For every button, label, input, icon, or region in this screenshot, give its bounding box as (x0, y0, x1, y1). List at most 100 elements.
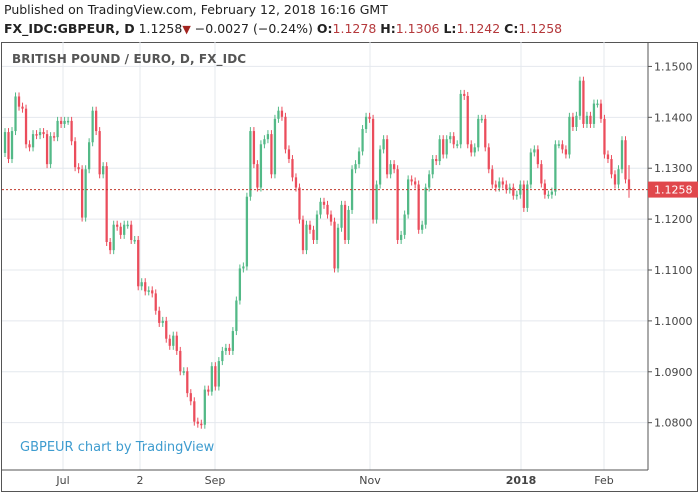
candle-body (596, 103, 599, 106)
candle-body (347, 209, 350, 240)
candle-body (231, 331, 235, 351)
candle-body (224, 347, 227, 351)
candle-body (319, 201, 322, 215)
candle-body (45, 134, 49, 165)
candle-body (557, 144, 561, 146)
candle-body (533, 149, 536, 153)
candle-body (280, 110, 284, 117)
candle-body (452, 136, 455, 145)
candle-body (526, 184, 529, 208)
candle-body (428, 174, 431, 188)
candle-body (287, 149, 291, 160)
candle-body (270, 134, 273, 175)
candle-body (119, 226, 122, 235)
y-tick-label: 1.1400 (654, 111, 693, 124)
candle-body (168, 338, 171, 346)
candle-body (228, 347, 231, 351)
candle-body (31, 134, 35, 148)
candle-body (333, 221, 336, 269)
candle-body (389, 164, 392, 175)
candle-body (449, 136, 452, 140)
candle-body (336, 227, 340, 269)
candle-body (620, 140, 624, 170)
published-line: Published on TradingView.com, February 1… (4, 2, 388, 17)
candle-body (17, 96, 21, 107)
candle-body (519, 184, 522, 195)
candle-body (561, 144, 564, 150)
candle-body (382, 139, 385, 150)
candle-body (575, 115, 578, 127)
candle-body (582, 80, 585, 124)
y-tick-label: 1.1200 (654, 213, 693, 226)
candle-body (529, 152, 532, 185)
candle-body (466, 95, 469, 145)
candle-body (473, 147, 476, 153)
candle-body (186, 371, 189, 394)
candle-body (298, 187, 301, 220)
candle-body (550, 191, 554, 195)
chart-title: BRITISH POUND / EURO, D, FX_IDC (12, 52, 247, 66)
candle-body (498, 181, 501, 188)
x-tick-label: Sep (204, 474, 226, 487)
candle-body (196, 421, 199, 424)
y-tick-label: 1.0800 (654, 417, 693, 430)
x-tick-label: 2 (136, 474, 144, 487)
close-value: 1.1258 (518, 21, 563, 36)
candle-body (214, 366, 217, 387)
candle-body (543, 183, 547, 195)
candle-body (123, 224, 126, 235)
candle-body (308, 224, 312, 230)
candle-body (102, 166, 105, 175)
candle-body (259, 144, 263, 188)
triangle-down-icon: ▼ (182, 23, 191, 36)
x-tick-label: Nov (359, 474, 381, 487)
candle-body (431, 159, 434, 175)
candle-body (140, 282, 143, 287)
candle-body (203, 389, 206, 425)
candle-body (200, 423, 203, 426)
candle-body (161, 320, 164, 323)
candle-body (547, 194, 550, 197)
low-value: 1.1242 (456, 21, 501, 36)
candle-body (87, 142, 91, 170)
candle-body (277, 110, 280, 119)
candle-body (263, 139, 266, 145)
candle-body (249, 131, 252, 197)
x-tick-label: Feb (594, 474, 614, 487)
candle-body (407, 179, 410, 215)
candle-body (410, 179, 413, 182)
candle-body (371, 118, 375, 220)
candle-body (73, 141, 77, 168)
open-label: O: (316, 21, 333, 36)
candle-body (564, 149, 568, 155)
candle-body (375, 184, 378, 220)
candle-body (480, 118, 483, 121)
candle-body (172, 335, 175, 346)
candle-body (28, 144, 31, 148)
candle-body (301, 219, 305, 251)
last-price: 1.1258 (138, 21, 183, 36)
candle-body (221, 350, 224, 362)
candle-body (603, 118, 606, 155)
candle-body (151, 290, 154, 294)
candle-body (540, 164, 543, 184)
candle-body (445, 139, 448, 155)
candle-body (59, 120, 63, 124)
y-tick-label: 1.0900 (654, 366, 693, 379)
candle-body (98, 131, 101, 175)
candle-body (137, 239, 140, 287)
last-price-tag-label: 1.1258 (654, 184, 693, 197)
y-tick-label: 1.1500 (654, 60, 693, 73)
candle-body (456, 144, 459, 146)
candle-body (14, 96, 17, 132)
candle-body (470, 144, 473, 153)
candle-body (329, 214, 333, 222)
candle-body (284, 116, 287, 150)
candle-body (477, 118, 480, 148)
candle-body (165, 320, 168, 339)
candle-body (361, 129, 364, 152)
open-value: 1.1278 (332, 21, 377, 36)
close-label: C: (504, 21, 519, 36)
